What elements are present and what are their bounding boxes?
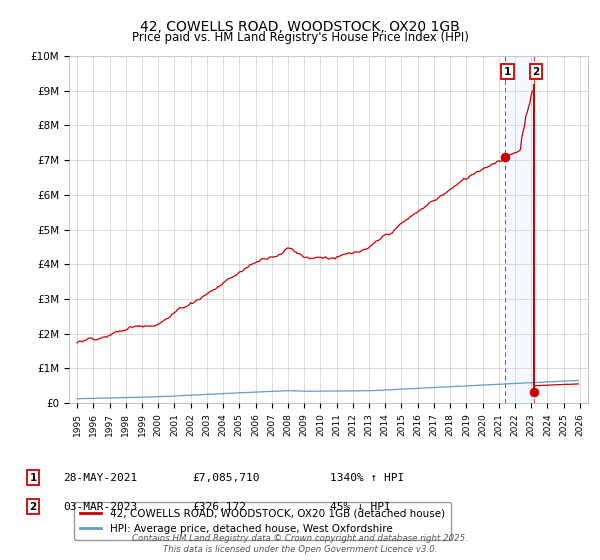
Text: 42, COWELLS ROAD, WOODSTOCK, OX20 1GB: 42, COWELLS ROAD, WOODSTOCK, OX20 1GB: [140, 20, 460, 34]
HPI: Average price, detached house, West Oxfordshire: (2.03e+03, 6.54e+05): Average price, detached house, West Oxfo…: [575, 377, 582, 384]
42, COWELLS ROAD, WOODSTOCK, OX20 1GB (detached house): [417, 207, 424, 213]
42, COWELLS ROAD, WOODSTOCK, OX20 1GB (detached house): [398, 220, 405, 227]
Text: 2: 2: [29, 502, 37, 512]
Line: HPI: Average price, detached house, West Oxfordshire: HPI: Average price, detached house, West…: [77, 380, 578, 399]
Text: 03-MAR-2023: 03-MAR-2023: [63, 502, 137, 512]
Point: [500, 153, 510, 162]
HPI: Average price, detached house, West Oxfordshire: (2.03e+03, 6.4e+05): Average price, detached house, West Oxfo…: [564, 377, 571, 384]
Text: 2: 2: [532, 67, 539, 77]
42, COWELLS ROAD, WOODSTOCK, OX20 1GB (detached house): [213, 285, 220, 292]
HPI: Average price, detached house, West Oxfordshire: (2e+03, 1.72e+05): Average price, detached house, West Oxfo…: [137, 394, 144, 400]
HPI: Average price, detached house, West Oxfordshire: (2e+03, 1.29e+05): Average price, detached house, West Oxfo…: [74, 395, 81, 402]
42, COWELLS ROAD, WOODSTOCK, OX20 1GB (detached house): [529, 87, 536, 94]
Point: [529, 388, 539, 396]
Text: 45% ↓ HPI: 45% ↓ HPI: [330, 502, 391, 512]
HPI: Average price, detached house, West Oxfordshire: (2.01e+03, 3.09e+05): Average price, detached house, West Oxfo…: [242, 389, 250, 396]
Text: Contains HM Land Registry data © Crown copyright and database right 2025.: Contains HM Land Registry data © Crown c…: [132, 534, 468, 543]
Bar: [505, 56, 534, 403]
42, COWELLS ROAD, WOODSTOCK, OX20 1GB (detached house): [151, 323, 158, 329]
Text: Price paid vs. HM Land Registry's House Price Index (HPI): Price paid vs. HM Land Registry's House …: [131, 31, 469, 44]
Text: 28-MAY-2021: 28-MAY-2021: [63, 473, 137, 483]
Line: 42, COWELLS ROAD, WOODSTOCK, OX20 1GB (detached house): 42, COWELLS ROAD, WOODSTOCK, OX20 1GB (d…: [77, 91, 533, 343]
Text: 1: 1: [29, 473, 37, 483]
Text: £326,172: £326,172: [192, 502, 246, 512]
42, COWELLS ROAD, WOODSTOCK, OX20 1GB (detached house): [360, 246, 367, 253]
Legend: 42, COWELLS ROAD, WOODSTOCK, OX20 1GB (detached house), HPI: Average price, deta: 42, COWELLS ROAD, WOODSTOCK, OX20 1GB (d…: [74, 502, 451, 540]
HPI: Average price, detached house, West Oxfordshire: (2e+03, 1.86e+05): Average price, detached house, West Oxfo…: [156, 393, 163, 400]
Text: 1: 1: [504, 67, 511, 77]
HPI: Average price, detached house, West Oxfordshire: (2.01e+03, 3.51e+05): Average price, detached house, West Oxfo…: [329, 388, 336, 394]
42, COWELLS ROAD, WOODSTOCK, OX20 1GB (detached house): [268, 254, 275, 260]
42, COWELLS ROAD, WOODSTOCK, OX20 1GB (detached house): [74, 339, 81, 346]
HPI: Average price, detached house, West Oxfordshire: (2.02e+03, 4.68e+05): Average price, detached house, West Oxfo…: [441, 384, 448, 390]
Text: 1340% ↑ HPI: 1340% ↑ HPI: [330, 473, 404, 483]
Text: This data is licensed under the Open Government Licence v3.0.: This data is licensed under the Open Gov…: [163, 545, 437, 554]
Text: £7,085,710: £7,085,710: [192, 473, 260, 483]
